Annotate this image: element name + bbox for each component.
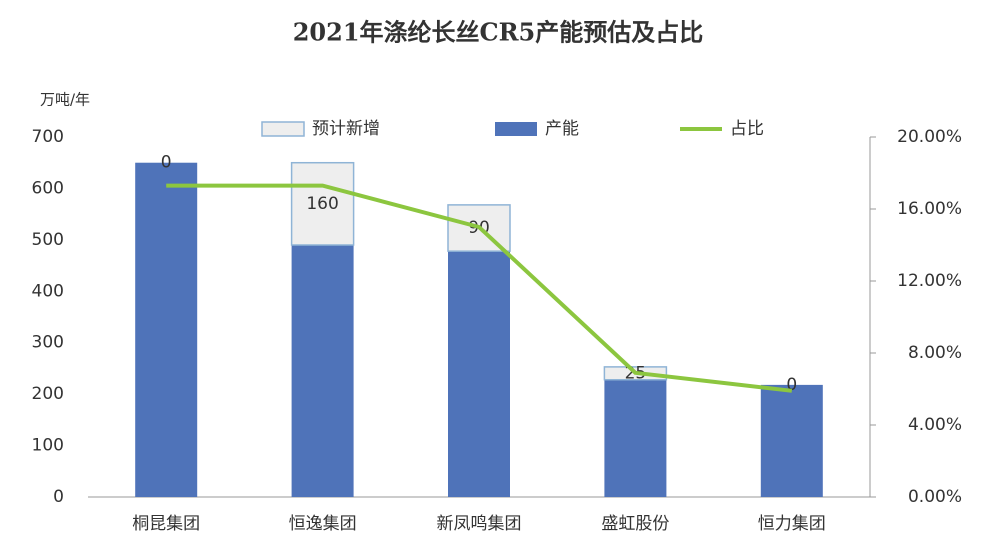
legend-label: 占比 <box>730 119 764 139</box>
data-label: 0 <box>786 375 797 395</box>
y-tick-label: 200 <box>32 384 64 404</box>
y-tick-label: 100 <box>32 436 64 456</box>
y-tick-label: 700 <box>32 127 64 147</box>
x-tick-label: 恒力集团 <box>758 514 826 534</box>
data-label: 160 <box>306 194 338 214</box>
y-tick-label: 0 <box>53 487 64 507</box>
data-label: 0 <box>161 153 172 173</box>
x-tick-label: 新凤鸣集团 <box>437 514 522 534</box>
x-tick-label: 盛虹股份 <box>601 514 669 534</box>
y-tick-label: 500 <box>32 230 64 250</box>
bar <box>760 384 823 497</box>
legend-label: 预计新增 <box>312 119 380 139</box>
y2-tick-label: 16.00% <box>897 199 962 219</box>
legend-swatch <box>495 122 537 136</box>
bar <box>135 162 198 497</box>
chart-title: 2021年涤纶长丝CR5产能预估及占比 <box>293 18 704 47</box>
bar <box>448 251 510 497</box>
x-tick-label: 桐昆集团 <box>132 514 200 534</box>
line-series <box>166 183 793 393</box>
y-tick-label: 600 <box>32 178 64 198</box>
bar <box>290 161 355 246</box>
y-tick-label: 300 <box>32 333 64 353</box>
bar <box>291 245 354 497</box>
bar <box>604 379 667 497</box>
legend-label: 产能 <box>545 119 579 139</box>
y-axis-label: 万吨/年 <box>40 91 90 109</box>
y2-tick-label: 0.00% <box>908 487 962 507</box>
y2-tick-label: 20.00% <box>897 127 962 147</box>
x-tick-label: 恒逸集团 <box>289 514 357 534</box>
y2-tick-label: 8.00% <box>908 343 962 363</box>
y2-tick-label: 4.00% <box>908 415 962 435</box>
y2-tick-label: 12.00% <box>897 271 962 291</box>
y-tick-label: 400 <box>32 281 64 301</box>
legend-swatch <box>261 121 305 137</box>
